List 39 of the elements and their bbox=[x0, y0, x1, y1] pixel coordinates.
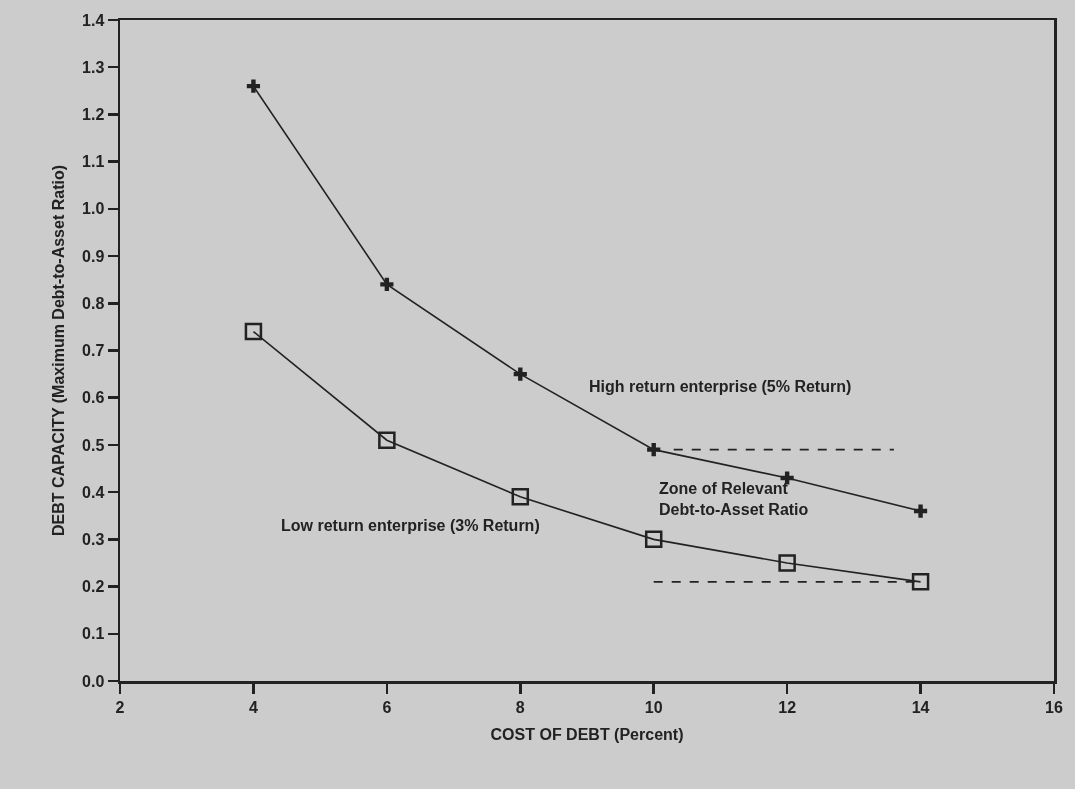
y-tick-label: 0.3 bbox=[82, 530, 105, 548]
y-tick-label: 0.1 bbox=[82, 625, 105, 643]
y-tick-label: 1.0 bbox=[82, 200, 105, 218]
point bbox=[647, 443, 661, 457]
point bbox=[513, 367, 527, 381]
point bbox=[246, 79, 261, 93]
point bbox=[511, 488, 530, 506]
x-tick-label: 10 bbox=[644, 698, 663, 716]
y-tick-label: 0.5 bbox=[82, 436, 105, 454]
annotation: Zone of Relevant Debt-to-Asset Ratio bbox=[659, 480, 809, 518]
y-tick-label: 1.2 bbox=[82, 106, 105, 124]
x-tick-label: 4 bbox=[248, 698, 258, 716]
point bbox=[913, 504, 928, 518]
point bbox=[378, 431, 396, 449]
y-tick-label: 0.0 bbox=[82, 672, 105, 690]
x-tick-label: 12 bbox=[778, 698, 797, 716]
y-tick-label: 0.7 bbox=[82, 342, 105, 360]
y-tick-label: 0.4 bbox=[82, 483, 105, 501]
point bbox=[380, 277, 394, 291]
y-axis-title: DEBT CAPACITY (Maximum Debt-to-Asset Ratio) bbox=[49, 165, 67, 536]
x-tick-label: 2 bbox=[115, 698, 125, 716]
point bbox=[244, 322, 263, 341]
y-tick-label: 1.4 bbox=[82, 11, 105, 29]
x-tick-label: 8 bbox=[515, 698, 525, 716]
annotation: High return enterprise (5% Return) bbox=[589, 378, 852, 395]
y-tick-label: 0.8 bbox=[82, 294, 105, 312]
y-tick-label: 1.3 bbox=[82, 58, 105, 76]
annotation: Low return enterprise (3% Return) bbox=[281, 517, 540, 534]
x-tick-label: 6 bbox=[382, 698, 392, 716]
point bbox=[644, 530, 663, 549]
x-axis-title: COST OF DEBT (Percent) bbox=[490, 725, 684, 743]
y-tick-label: 0.9 bbox=[82, 247, 105, 265]
x-tick-label: 16 bbox=[1045, 698, 1063, 716]
y-tick-label: 0.2 bbox=[82, 578, 105, 596]
x-tick-label: 14 bbox=[911, 698, 930, 716]
point bbox=[778, 554, 796, 572]
y-tick-label: 0.6 bbox=[82, 389, 105, 407]
point bbox=[911, 573, 930, 591]
y-tick-label: 1.1 bbox=[82, 153, 105, 171]
